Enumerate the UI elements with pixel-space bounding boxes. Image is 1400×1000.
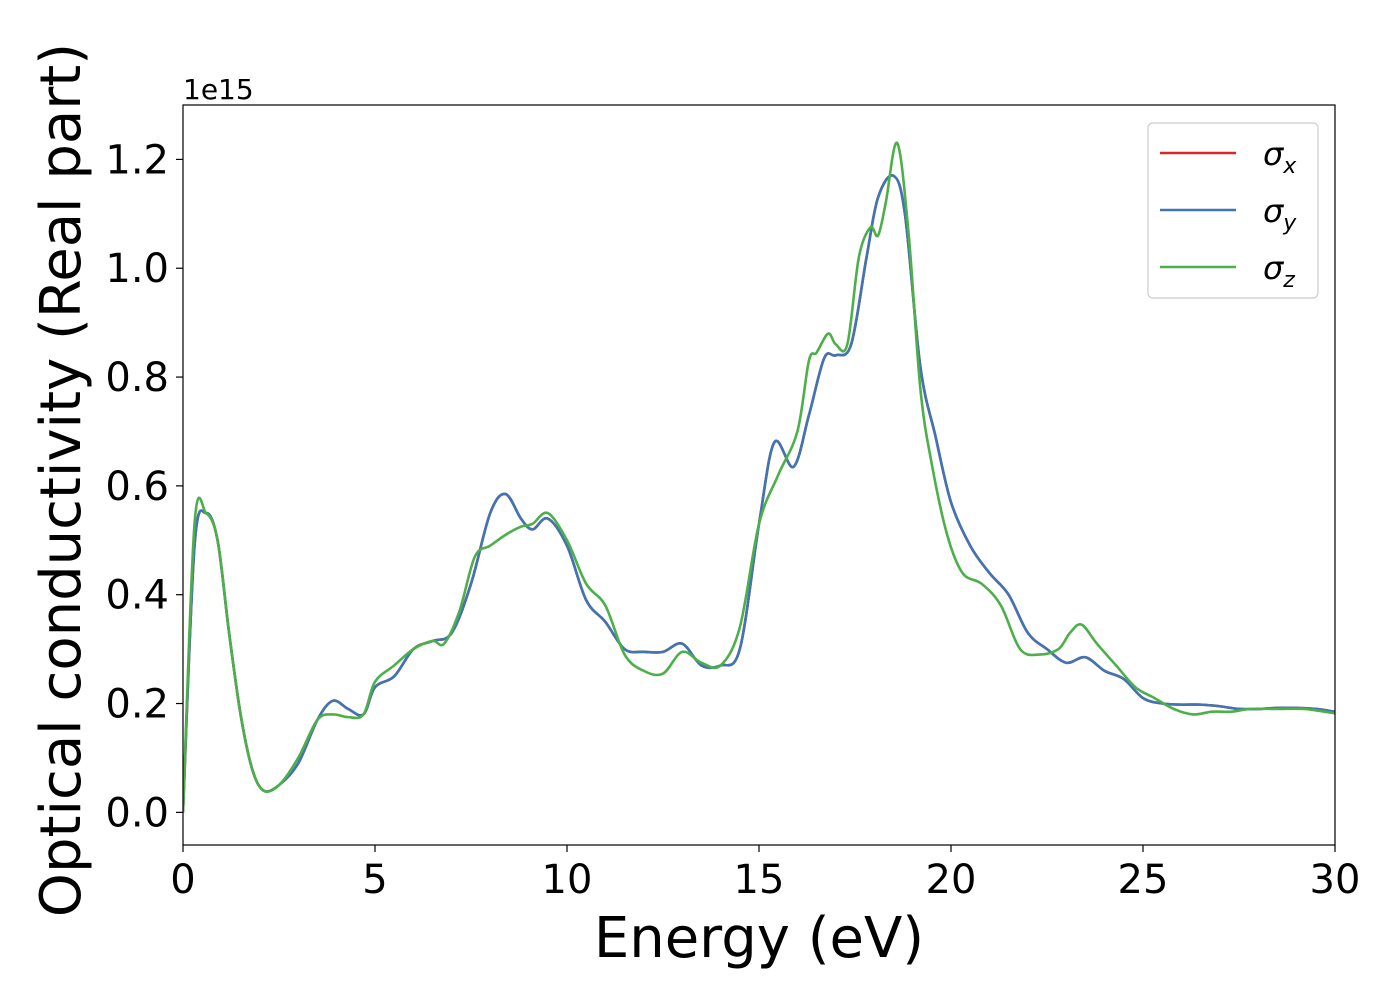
x-tick-label: 0 (170, 857, 195, 903)
legend-label-sigma-x: σx (1263, 135, 1297, 179)
legend-label-sigma-z: σz (1263, 249, 1295, 293)
y-tick-label: 0.8 (105, 355, 169, 401)
series-line-sigma-y (183, 174, 1335, 813)
x-axis-title: Energy (eV) (594, 906, 924, 971)
x-tick-label: 25 (1118, 857, 1169, 903)
x-tick-label: 10 (542, 857, 593, 903)
y-tick-label: 0.6 (105, 464, 169, 510)
y-axis: 0.0 0.2 0.4 0.6 0.8 1.0 1.2 (105, 137, 183, 836)
y-tick-label: 0.2 (105, 682, 169, 728)
y-tick-label: 1.0 (105, 246, 169, 292)
y-axis-offset-text: 1e15 (183, 73, 254, 106)
x-axis: 0 5 10 15 20 25 30 (170, 845, 1360, 903)
x-tick-label: 15 (734, 857, 785, 903)
legend: σx σy σz (1147, 122, 1319, 299)
x-tick-label: 20 (926, 857, 977, 903)
legend-label-sigma-y: σy (1263, 192, 1297, 236)
y-axis-title: Optical conductivity (Real part) (29, 43, 94, 917)
series-layer (183, 141, 1335, 813)
x-tick-label: 30 (1310, 857, 1361, 903)
y-tick-label: 0.4 (105, 573, 169, 619)
series-line-sigma-z (183, 141, 1335, 813)
x-tick-label: 5 (362, 857, 387, 903)
y-tick-label: 0.0 (105, 790, 169, 836)
y-tick-label: 1.2 (105, 137, 169, 183)
